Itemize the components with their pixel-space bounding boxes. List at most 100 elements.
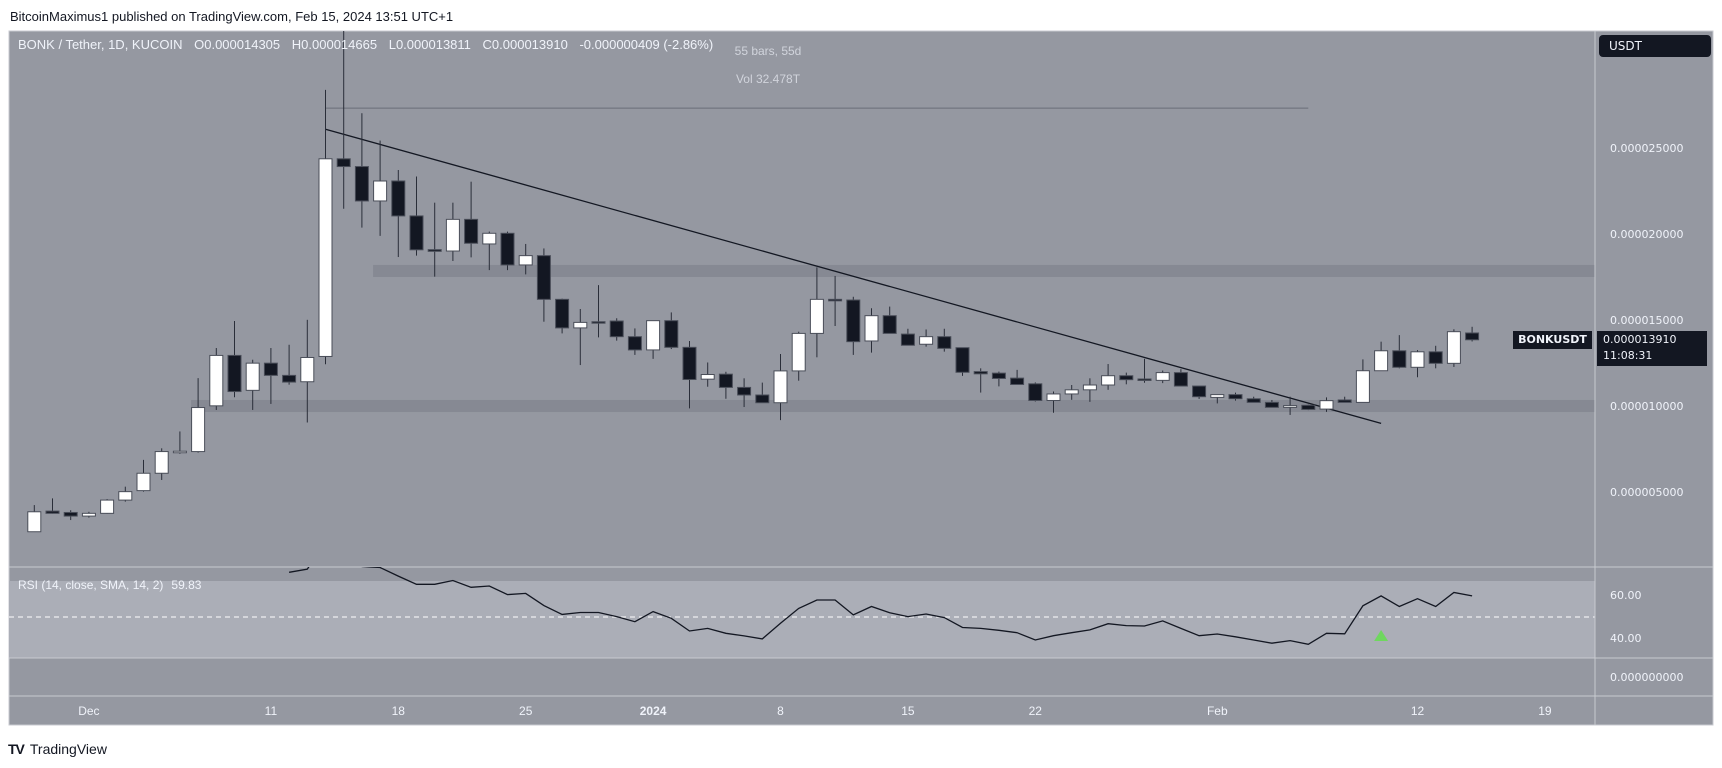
rsi-legend[interactable]: RSI (14, close, SMA, 14, 2) 59.83: [18, 578, 209, 592]
price-axis-tick: 0.000005000: [1610, 486, 1684, 500]
candle: [1246, 396, 1261, 403]
candle-body-down: [682, 346, 697, 381]
candle-body-up: [118, 491, 133, 501]
footer-brand[interactable]: TradingView: [29, 741, 107, 757]
candle-body-up: [573, 321, 588, 329]
close-value: 0.000013910: [491, 37, 568, 52]
candle: [718, 371, 733, 399]
candle: [555, 298, 570, 334]
zones: [191, 264, 1596, 413]
candle-body-down: [63, 511, 78, 517]
rsi-label: RSI (14, close, SMA, 14, 2): [18, 578, 164, 592]
candle-body-up: [1155, 372, 1170, 381]
candle-body-down: [536, 255, 551, 300]
high-key: H: [291, 37, 302, 52]
candle-body-down: [464, 218, 479, 244]
candle: [1428, 345, 1443, 369]
candle: [1374, 341, 1389, 372]
candle-body-up: [1355, 370, 1370, 403]
candle-body-up: [919, 336, 934, 345]
candle-body-down: [900, 333, 915, 346]
candle-body-up: [791, 332, 806, 372]
candle-body-up: [373, 180, 388, 202]
candle-body-up: [136, 472, 151, 492]
candle: [664, 312, 679, 350]
candle: [591, 285, 606, 338]
open-value: 0.000014305: [204, 37, 281, 52]
time-axis-label: 15: [901, 704, 915, 718]
candle: [1283, 396, 1298, 415]
candle: [1301, 404, 1316, 411]
candle-body-up: [1283, 405, 1298, 408]
resistance-zone: [373, 264, 1596, 277]
candle: [1392, 335, 1407, 369]
candle: [882, 306, 897, 334]
time-axis-label: 11: [265, 704, 278, 718]
candle-body-down: [1228, 394, 1243, 400]
candle-body-down: [1337, 399, 1352, 403]
candle: [919, 329, 934, 347]
candle: [1192, 385, 1207, 399]
candle: [100, 499, 115, 514]
candle-body-down: [955, 347, 970, 373]
candle-body-down: [500, 232, 515, 266]
rsi-tick: 60.00: [1610, 589, 1642, 602]
time-axis-label: 8: [777, 704, 784, 718]
candle: [1010, 369, 1025, 385]
candle: [1155, 370, 1170, 384]
candle-body-down: [263, 362, 278, 376]
candle: [1046, 391, 1061, 413]
candle: [737, 378, 752, 408]
candle-body-up: [245, 362, 260, 391]
candle: [1228, 392, 1243, 401]
candle-body-down: [1264, 401, 1279, 408]
candle: [755, 382, 770, 404]
candle-body-up: [191, 407, 206, 453]
candle-body-up: [318, 158, 333, 357]
candle-body-up: [27, 511, 42, 533]
candle: [318, 89, 333, 365]
candle-body-up: [809, 298, 824, 334]
support-zone: [191, 399, 1596, 413]
measure-bars: 55 bars, 55d: [734, 44, 802, 58]
candle-body-down: [973, 371, 988, 375]
rsi-line: [288, 567, 1473, 645]
candle: [609, 318, 624, 341]
tradingview-logo-icon: TV: [8, 741, 25, 757]
candle: [172, 431, 187, 454]
candle-body-down: [1028, 383, 1043, 401]
time-axis-label: 25: [519, 704, 533, 718]
candle: [136, 459, 151, 492]
candle: [1064, 385, 1079, 400]
currency-button[interactable]: USDT: [1599, 35, 1711, 57]
candle-body-down: [737, 386, 752, 396]
candle-body-down: [282, 374, 297, 383]
candle: [27, 505, 42, 533]
close-key: C: [482, 37, 492, 52]
candle-body-up: [172, 450, 187, 454]
candle-body-down: [336, 158, 351, 168]
candle: [373, 140, 388, 236]
time-axis-label: Dec: [78, 704, 99, 718]
candle: [227, 321, 242, 398]
rsi-series: [288, 567, 1473, 645]
time-axis-label: 12: [1411, 704, 1425, 718]
candle: [700, 362, 715, 387]
time-axis-label: 22: [1029, 704, 1043, 718]
candle: [773, 354, 788, 421]
candle-body-down: [1192, 385, 1207, 398]
high-value: 0.000014665: [301, 37, 378, 52]
candle-body-up: [154, 451, 169, 474]
candle-body-up: [1446, 331, 1461, 364]
candle: [1446, 329, 1461, 367]
candle: [245, 359, 260, 410]
candle: [300, 319, 315, 423]
symbol-label[interactable]: BONK / Tether, 1D, KUCOIN: [18, 37, 183, 52]
measure-volume: Vol 32.478T: [735, 72, 801, 86]
candle-body-up: [1210, 394, 1225, 398]
candle-body-down: [846, 299, 861, 343]
candle: [627, 328, 642, 355]
candle: [45, 498, 60, 514]
candles: [27, 31, 1480, 533]
